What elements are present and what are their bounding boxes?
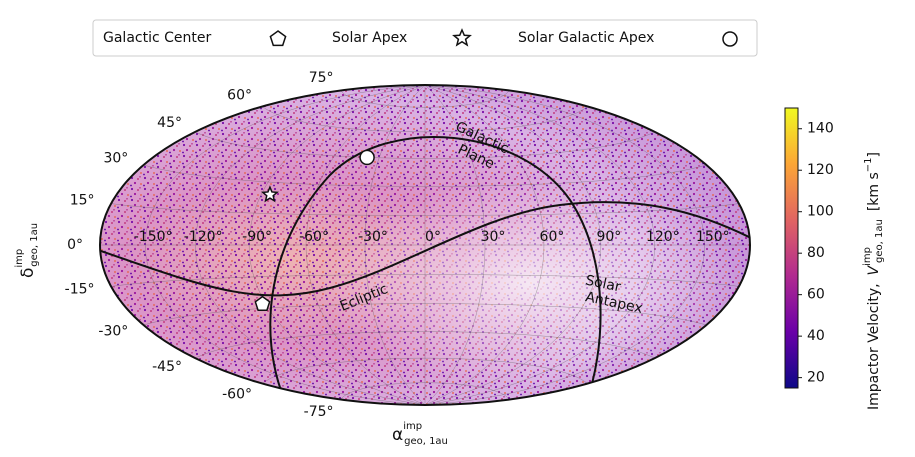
- grid-line: [424, 85, 486, 405]
- colorbar-tick-label: 80: [807, 245, 825, 261]
- y-tick-label: -15°: [65, 282, 95, 298]
- colorbar-tick-label: 20: [807, 370, 825, 386]
- colorbar-tick-label: 100: [807, 204, 834, 220]
- grid-line: [424, 85, 706, 405]
- galactic-plane-line: [269, 136, 602, 405]
- legend-label: Solar Galactic Apex: [518, 30, 654, 46]
- legend-label: Galactic Center: [103, 30, 211, 46]
- x-tick-label: -90°: [242, 229, 272, 245]
- x-tick-label: -150°: [134, 229, 173, 245]
- x-axis-label: αimp geo, 1au: [392, 421, 448, 447]
- colorbar-tick-label: 120: [807, 162, 834, 178]
- legend-marker: [722, 31, 738, 47]
- colorbar-ticks: 20 40 60 80 100 120 140: [798, 121, 834, 386]
- y-tick-label: 15°: [70, 192, 95, 208]
- grid-line: [248, 85, 426, 405]
- ecliptic-line: [100, 201, 750, 297]
- y-tick-label: 75°: [309, 70, 334, 86]
- grid-line: [424, 85, 602, 405]
- x-tick-label: 30°: [481, 229, 506, 245]
- x-tick-label: 0°: [425, 229, 441, 245]
- grid-line: [364, 85, 426, 405]
- y-tick-label: -30°: [98, 323, 128, 339]
- grid-line: [424, 85, 656, 405]
- y-tick-label: 60°: [227, 87, 252, 103]
- annotation: Solar: [584, 272, 622, 295]
- x-tick-label: 120°: [646, 229, 680, 245]
- colorbar-tick-label: 40: [807, 328, 825, 344]
- legend-label: Solar Apex: [332, 30, 407, 46]
- y-tick-label: 0°: [67, 237, 83, 253]
- y-tick-label: -45°: [152, 359, 182, 375]
- graticule: [100, 85, 750, 405]
- marker: [359, 149, 375, 166]
- colorbar-label: Impactor Velocity,Vimpgeo, 1au[km s−1]: [862, 152, 885, 410]
- grid-line: [424, 85, 545, 405]
- x-tick-label: 60°: [540, 229, 565, 245]
- colorbar-tick-label: 140: [807, 121, 834, 137]
- y-tick-label: 30°: [103, 151, 128, 167]
- y-tick-label: 45°: [157, 115, 182, 131]
- legend-marker: [452, 28, 472, 47]
- legend-marker: [269, 30, 287, 47]
- grid-line: [194, 85, 426, 405]
- legend-box: [92, 19, 758, 57]
- colorbar: [784, 107, 799, 389]
- tick-labels: -75° -60° -45° -30° -15° 0° 15° 30° 45° 60° 75° -15…: [65, 70, 730, 420]
- y-tick-label: -60°: [222, 387, 252, 403]
- y-tick-label: -75°: [304, 404, 334, 420]
- y-axis-label: δimp geo, 1au: [14, 223, 40, 278]
- curves: [100, 136, 750, 405]
- x-tick-label: 150°: [696, 229, 730, 245]
- sky-border: [99, 84, 751, 406]
- markers: [254, 149, 375, 311]
- marker: [254, 295, 271, 311]
- x-tick-label: 90°: [596, 229, 621, 245]
- x-tick-label: -60°: [299, 229, 329, 245]
- x-tick-label: -120°: [184, 229, 223, 245]
- grid-line: [305, 85, 426, 405]
- marker: [260, 185, 279, 203]
- colorbar-tick-label: 60: [807, 287, 825, 303]
- x-tick-label: -30°: [358, 229, 388, 245]
